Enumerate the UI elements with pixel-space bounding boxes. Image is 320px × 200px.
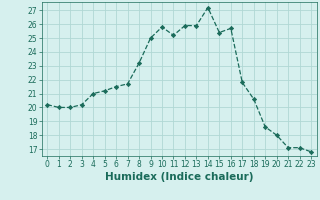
X-axis label: Humidex (Indice chaleur): Humidex (Indice chaleur) <box>105 172 253 182</box>
